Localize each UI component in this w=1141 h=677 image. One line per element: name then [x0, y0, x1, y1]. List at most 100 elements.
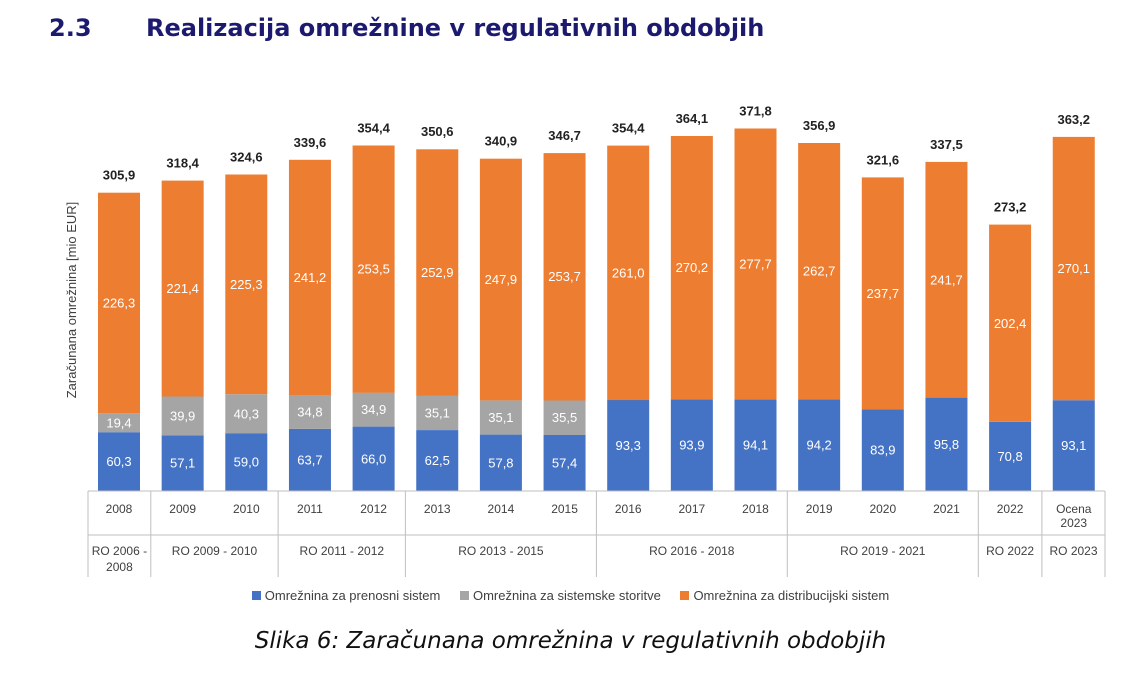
bar-segment-s2-6 [479, 158, 522, 401]
data-label-s0-3: 63,7 [297, 452, 322, 467]
section-title: Realizacija omrežnine v regulativnih obd… [146, 14, 765, 42]
data-label-s0-5: 62,5 [425, 453, 450, 468]
bar-segment-s0-14 [989, 422, 1032, 491]
bar-segment-s0-0 [98, 432, 140, 491]
tick-label-5: 2013 [424, 502, 451, 516]
data-label-s2-1: 221,4 [166, 281, 199, 296]
data-label-s0-6: 57,8 [488, 455, 513, 470]
tick-label-10: 2018 [742, 502, 769, 516]
total-label-1: 318,4 [166, 156, 199, 171]
tick-label-8: 2016 [615, 502, 642, 516]
bar-segment-s2-7 [543, 153, 586, 401]
legend-swatch-distribucija [680, 591, 690, 600]
stacked-bar-chart: 60,3 19,4 226,3 305,9 2008 57,1 39,9 221,4 318,4… [64, 104, 1106, 577]
bar-segment-s0-11 [798, 399, 841, 491]
data-label-s0-7: 57,4 [552, 456, 577, 471]
data-label-s0-0: 60,3 [106, 454, 131, 469]
bar-segment-s2-9 [670, 136, 713, 400]
y-axis-label: Zaračunana omrežnina [mio EUR] [64, 202, 79, 399]
total-label-11: 356,9 [803, 118, 836, 133]
bar-segment-s2-0 [98, 192, 140, 414]
tick-label-1: 2009 [169, 502, 196, 516]
bar-segment-s0-7 [543, 435, 586, 491]
bar-segment-s2-15 [1052, 136, 1095, 401]
data-label-s1-2: 40,3 [234, 406, 259, 421]
total-label-7: 346,7 [548, 128, 581, 143]
data-label-s2-8: 261,0 [612, 265, 645, 280]
period-label-3: RO 2013 - 2015 [458, 544, 544, 558]
total-label-9: 364,1 [676, 111, 709, 126]
bar-segment-s1-2 [225, 394, 268, 434]
data-label-s2-14: 202,4 [994, 316, 1027, 331]
data-label-s2-15: 270,1 [1057, 261, 1090, 276]
data-label-s1-0: 19,4 [106, 415, 131, 430]
total-label-14: 273,2 [994, 200, 1027, 215]
bar-segment-s1-7 [543, 400, 586, 435]
data-label-s0-14: 70,8 [997, 449, 1022, 464]
bar-segment-s1-0 [98, 413, 140, 433]
data-label-s2-7: 253,7 [548, 269, 581, 284]
bar-segment-s0-15 [1052, 400, 1095, 491]
tick-label-12: 2020 [869, 502, 896, 516]
tick-label-0: 2008 [106, 502, 133, 516]
data-label-s1-1: 39,9 [170, 408, 195, 423]
data-label-s2-9: 270,2 [676, 260, 709, 275]
total-label-0: 305,9 [103, 168, 136, 183]
total-label-6: 340,9 [485, 134, 518, 149]
period-label-7: RO 2023 [1049, 544, 1097, 558]
chart-legend: Omrežnina za prenosni sistem Omrežnina z… [0, 588, 1141, 603]
data-label-s2-0: 226,3 [103, 296, 136, 311]
total-label-4: 354,4 [357, 121, 390, 136]
total-label-10: 371,8 [739, 104, 772, 119]
legend-item-prenos: Omrežnina za prenosni sistem [251, 588, 441, 603]
data-label-s1-4: 34,9 [361, 402, 386, 417]
bar-segment-s1-4 [352, 392, 395, 427]
data-label-s2-10: 277,7 [739, 256, 772, 271]
data-label-s2-3: 241,2 [294, 270, 327, 285]
bar-segment-s1-3 [288, 395, 331, 429]
section-heading: 2.3 Realizacija omrežnine v regulativnih … [49, 14, 764, 42]
bar-segment-s0-9 [670, 399, 713, 491]
period-label-1: RO 2009 - 2010 [172, 544, 258, 558]
bar-segment-s2-13 [925, 161, 968, 398]
bar-segment-s0-5 [416, 430, 459, 491]
data-label-s2-12: 237,7 [867, 286, 900, 301]
legend-item-distribucija: Omrežnina za distribucijski sistem [680, 588, 889, 603]
total-label-2: 324,6 [230, 150, 263, 165]
data-label-s0-2: 59,0 [234, 455, 259, 470]
data-label-s0-9: 93,9 [679, 438, 704, 453]
legend-swatch-prenos [251, 591, 261, 600]
bar-segment-s2-1 [161, 180, 204, 397]
bar-segment-s1-6 [479, 400, 522, 435]
bar-segment-s0-4 [352, 426, 395, 491]
tick-label-9: 2017 [678, 502, 705, 516]
bar-segment-s2-4 [352, 145, 395, 393]
data-label-s0-1: 57,1 [170, 456, 195, 471]
period-label-2: RO 2011 - 2012 [300, 544, 385, 558]
data-label-s0-15: 93,1 [1061, 438, 1086, 453]
bar-segment-s0-2 [225, 433, 268, 491]
period-label-5: RO 2019 - 2021 [840, 544, 926, 558]
data-label-s2-11: 262,7 [803, 264, 836, 279]
tick-label-4: 2012 [360, 502, 387, 516]
data-label-s1-7: 35,5 [552, 410, 577, 425]
tick-label-7: 2015 [551, 502, 578, 516]
bar-segment-s0-6 [479, 434, 522, 491]
bar-segment-s0-13 [925, 397, 968, 491]
data-label-s2-2: 225,3 [230, 277, 263, 292]
section-number: 2.3 [49, 14, 92, 42]
tick-label-2: 2010 [233, 502, 260, 516]
data-label-s0-13: 95,8 [934, 437, 959, 452]
total-label-3: 339,6 [294, 135, 327, 150]
legend-label-prenos: Omrežnina za prenosni sistem [264, 588, 441, 603]
data-label-s2-13: 241,7 [930, 272, 963, 287]
total-label-8: 354,4 [612, 121, 645, 136]
total-label-13: 337,5 [930, 137, 963, 152]
bar-segment-s2-5 [416, 149, 459, 396]
bar-segment-s2-2 [225, 174, 268, 395]
data-label-s1-3: 34,8 [297, 404, 322, 419]
tick-label-13: 2021 [933, 502, 960, 516]
legend-swatch-storitve [459, 591, 469, 600]
data-label-s0-8: 93,3 [616, 438, 641, 453]
tick-label-3: 2011 [297, 502, 323, 516]
